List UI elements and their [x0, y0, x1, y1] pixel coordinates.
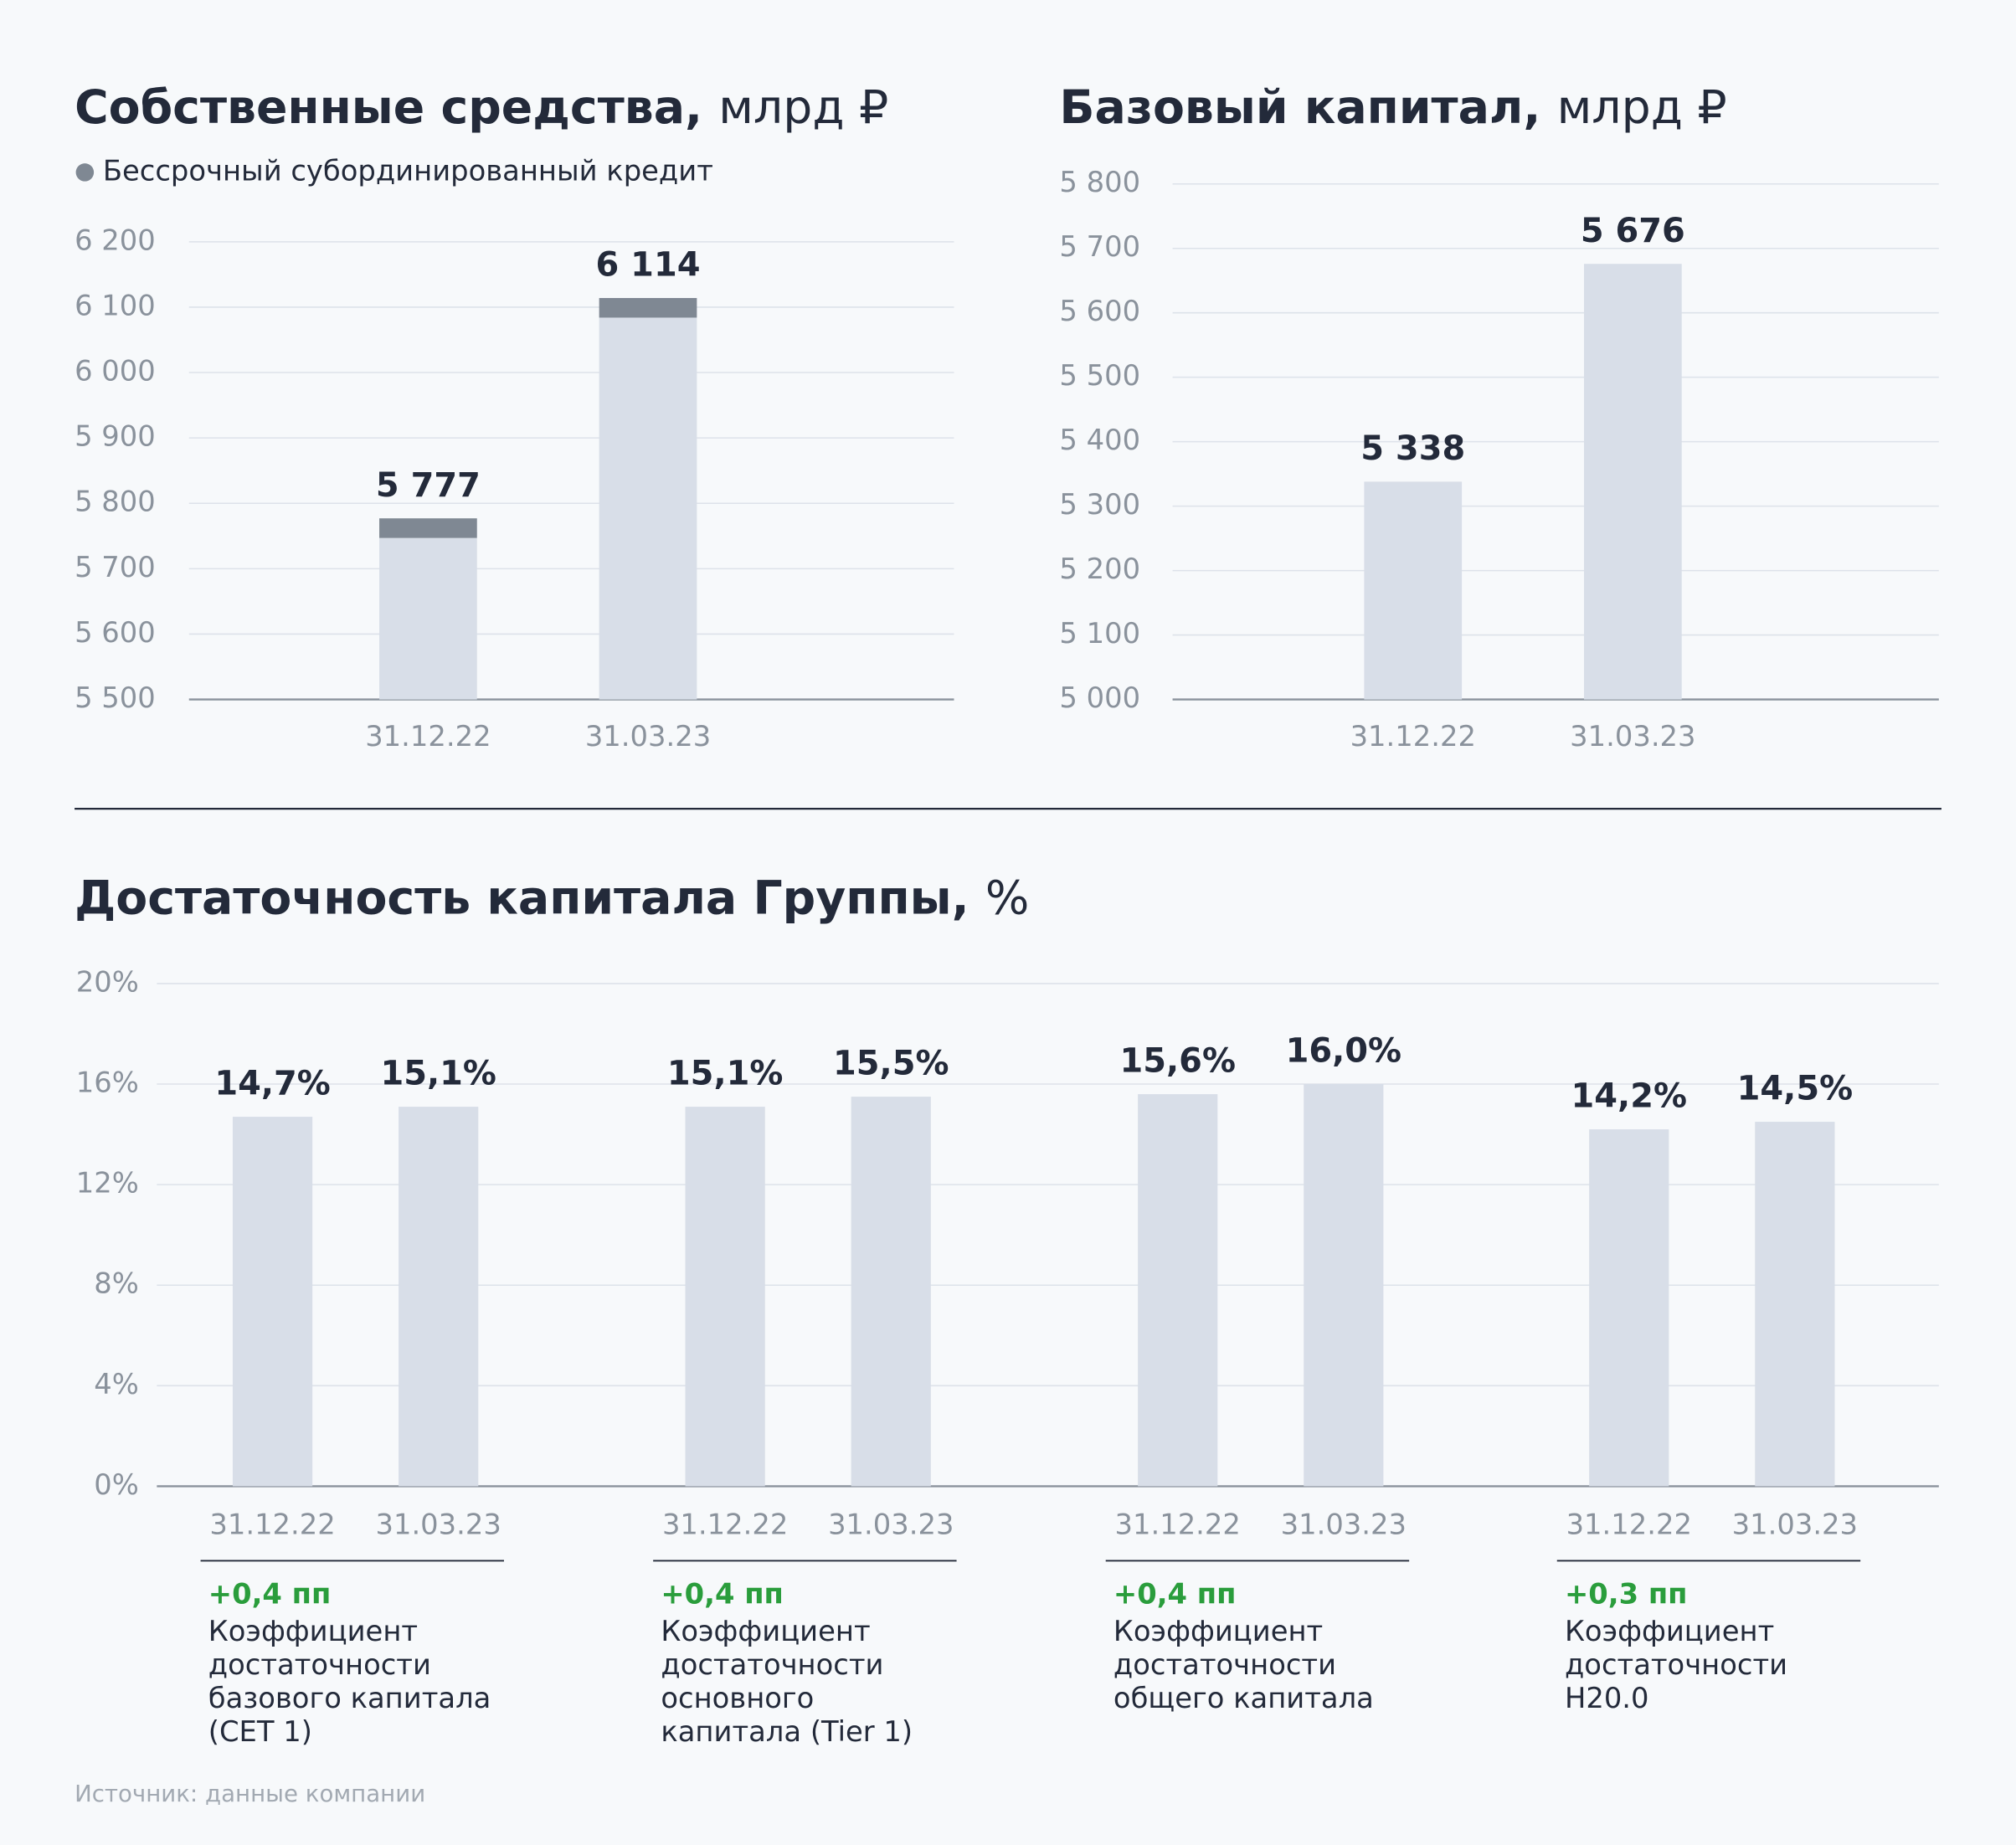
group-label: достаточности [661, 1648, 883, 1681]
value-label: 6 114 [596, 246, 701, 285]
title-main: Базовый капитал, [1059, 81, 1540, 135]
group-label: капитала (Tier 1) [661, 1715, 913, 1748]
y-tick-label: 5 300 [1059, 488, 1140, 521]
y-tick-label: 5 000 [1059, 681, 1140, 714]
bar-segment [379, 537, 477, 700]
y-tick-label: 5 500 [1059, 359, 1140, 392]
y-tick-label: 5 600 [75, 616, 156, 649]
group-label: Коэффициент [208, 1615, 418, 1647]
group-label: Коэффициент [1565, 1615, 1774, 1647]
group-label: достаточности [1565, 1648, 1787, 1681]
bar-segment [599, 317, 697, 700]
y-tick-label: 4% [94, 1368, 139, 1400]
value-label: 14,5% [1737, 1070, 1853, 1108]
legend-swatch [75, 163, 95, 182]
y-tick-label: 16% [76, 1066, 139, 1099]
group-label: основного [661, 1682, 814, 1714]
x-tick-label: 31.12.22 [365, 720, 491, 753]
value-label: 15,1% [380, 1055, 496, 1093]
bar-segment [379, 518, 477, 538]
bar [1138, 1094, 1218, 1487]
x-tick-label: 31.03.23 [375, 1508, 501, 1541]
group-label: достаточности [1113, 1648, 1336, 1681]
value-label: 15,1% [667, 1055, 783, 1093]
x-tick-label: 31.12.22 [1350, 720, 1476, 753]
chart-title: Собственные средства, млрд ₽ [75, 81, 888, 135]
value-label: 5 777 [376, 466, 481, 505]
value-label: 15,6% [1119, 1042, 1235, 1081]
x-tick-label: 31.03.23 [828, 1508, 954, 1541]
y-tick-label: 5 800 [1059, 166, 1140, 198]
x-tick-label: 31.03.23 [1570, 720, 1695, 753]
group-label: Н20.0 [1565, 1682, 1649, 1714]
y-tick-label: 5 500 [75, 681, 156, 714]
group-label: (CET 1) [208, 1715, 312, 1748]
y-tick-label: 6 100 [75, 289, 156, 321]
x-tick-label: 31.03.23 [585, 720, 711, 753]
bar [1755, 1122, 1835, 1487]
group-label: Коэффициент [1113, 1615, 1323, 1647]
title-main: Достаточность капитала Группы, [75, 872, 969, 926]
change-label: +0,4 пп [208, 1577, 332, 1610]
bar [851, 1097, 931, 1487]
y-tick-label: 20% [76, 965, 139, 998]
chart-title: Достаточность капитала Группы, % [75, 872, 1029, 926]
group-label: Коэффициент [661, 1615, 870, 1647]
y-tick-label: 0% [94, 1468, 139, 1501]
y-tick-label: 12% [76, 1167, 139, 1200]
x-tick-label: 31.12.22 [1566, 1508, 1692, 1541]
group-label: достаточности [208, 1648, 431, 1681]
x-tick-label: 31.03.23 [1732, 1508, 1858, 1541]
y-tick-label: 5 900 [75, 420, 156, 453]
value-label: 16,0% [1286, 1032, 1401, 1071]
title-main: Собственные средства, [75, 81, 702, 135]
bar [232, 1117, 313, 1487]
x-tick-label: 31.12.22 [662, 1508, 788, 1541]
title-unit: % [985, 872, 1030, 926]
value-label: 14,2% [1571, 1077, 1687, 1116]
x-tick-label: 31.12.22 [1115, 1508, 1241, 1541]
title-unit: млрд ₽ [718, 81, 888, 135]
chart-title: Базовый капитал, млрд ₽ [1059, 81, 1726, 135]
bar-segment [599, 298, 697, 318]
bar [1584, 264, 1682, 700]
legend-label: Бессрочный субординированный кредит [103, 154, 713, 187]
value-label: 14,7% [214, 1065, 330, 1103]
y-tick-label: 5 600 [1059, 295, 1140, 327]
value-label: 5 338 [1360, 429, 1465, 468]
x-tick-label: 31.12.22 [209, 1508, 335, 1541]
change-label: +0,3 пп [1565, 1577, 1688, 1610]
y-tick-label: 5 700 [75, 551, 156, 583]
x-tick-label: 31.03.23 [1281, 1508, 1407, 1541]
source: Источник: данные компании [75, 1780, 425, 1807]
y-tick-label: 5 200 [1059, 552, 1140, 585]
y-tick-label: 5 700 [1059, 230, 1140, 263]
y-tick-label: 5 100 [1059, 617, 1140, 650]
y-tick-label: 6 200 [75, 224, 156, 256]
group-label: общего капитала [1113, 1682, 1374, 1714]
y-tick-label: 5 800 [75, 486, 156, 518]
value-label: 15,5% [833, 1045, 949, 1083]
bar [685, 1107, 765, 1487]
change-label: +0,4 пп [1113, 1577, 1237, 1610]
y-tick-label: 8% [94, 1267, 139, 1300]
y-tick-label: 5 400 [1059, 424, 1140, 456]
bar [1364, 481, 1463, 700]
title-unit: млрд ₽ [1557, 81, 1727, 135]
bar [1304, 1084, 1384, 1487]
bar [1589, 1129, 1669, 1487]
change-label: +0,4 пп [661, 1577, 784, 1610]
value-label: 5 676 [1581, 212, 1685, 250]
y-tick-label: 6 000 [75, 355, 156, 388]
bar [399, 1107, 479, 1487]
group-label: базового капитала [208, 1682, 491, 1714]
